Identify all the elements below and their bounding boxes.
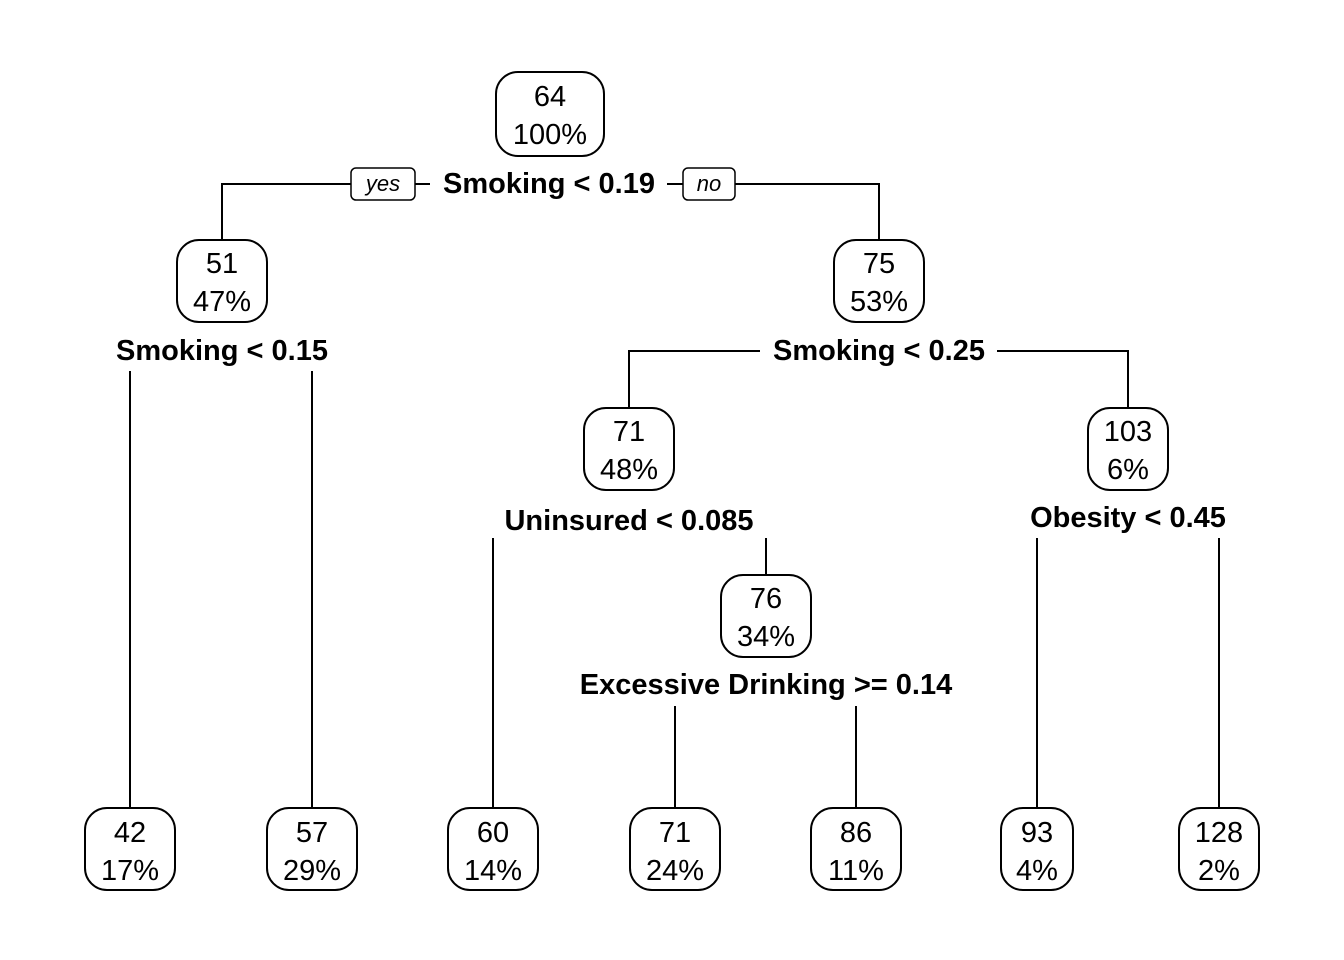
node-percent: 100%	[513, 119, 587, 151]
leaf-percent: 11%	[828, 855, 884, 887]
leaf-percent: 14%	[464, 855, 522, 887]
split-label-n6: Uninsured < 0.085	[504, 505, 753, 537]
leaf-percent: 2%	[1198, 855, 1240, 887]
leaf-percent: 17%	[101, 855, 159, 887]
node-percent: 34%	[737, 621, 795, 653]
tree-leaf-93: 93 4%	[1000, 807, 1074, 891]
tree-node-51: 51 47%	[176, 239, 268, 323]
tree-leaf-86: 86 11%	[810, 807, 902, 891]
node-percent: 6%	[1107, 454, 1149, 486]
node-percent: 48%	[600, 454, 658, 486]
leaf-value: 42	[114, 817, 146, 849]
leaf-value: 71	[659, 817, 691, 849]
node-value: 76	[750, 583, 782, 615]
split-label-n2: Smoking < 0.15	[116, 335, 328, 367]
edge-n3-left	[628, 350, 760, 408]
tree-edges	[129, 183, 1220, 808]
node-value: 51	[206, 248, 238, 280]
edge-n3-right	[997, 350, 1129, 408]
split-label-n3: Smoking < 0.25	[773, 335, 985, 367]
tree-node-103: 103 6%	[1087, 407, 1169, 491]
branch-label-no-text: no	[697, 171, 721, 196]
tree-node-71-internal: 71 48%	[583, 407, 675, 491]
leaf-value: 86	[840, 817, 872, 849]
node-value: 75	[863, 248, 895, 280]
branch-label-yes-text: yes	[364, 171, 400, 196]
leaf-value: 57	[296, 817, 328, 849]
tree-leaf-71: 71 24%	[629, 807, 721, 891]
branch-label-yes: yes	[350, 167, 416, 201]
tree-node-root: 64 100%	[495, 71, 605, 157]
tree-leaf-128: 128 2%	[1178, 807, 1260, 891]
edge-root-left	[221, 183, 351, 240]
leaf-percent: 4%	[1016, 855, 1058, 887]
leaf-percent: 24%	[646, 855, 704, 887]
split-label-n7: Obesity < 0.45	[1030, 502, 1226, 534]
node-value: 64	[534, 81, 566, 113]
leaf-value: 60	[477, 817, 509, 849]
node-value: 71	[613, 416, 645, 448]
tree-node-76: 76 34%	[720, 574, 812, 658]
node-value: 103	[1104, 416, 1152, 448]
leaf-value: 128	[1195, 817, 1243, 849]
split-label-n13: Excessive Drinking >= 0.14	[580, 669, 952, 701]
branch-label-no: no	[682, 167, 736, 201]
edge-root-right	[735, 183, 880, 240]
split-label-root: Smoking < 0.19	[443, 168, 655, 200]
tree-leaf-42: 42 17%	[84, 807, 176, 891]
tree-leaf-57: 57 29%	[266, 807, 358, 891]
tree-leaf-60: 60 14%	[447, 807, 539, 891]
leaf-value: 93	[1021, 817, 1053, 849]
node-percent: 47%	[193, 286, 251, 318]
tree-node-75: 75 53%	[833, 239, 925, 323]
node-percent: 53%	[850, 286, 908, 318]
leaf-percent: 29%	[283, 855, 341, 887]
